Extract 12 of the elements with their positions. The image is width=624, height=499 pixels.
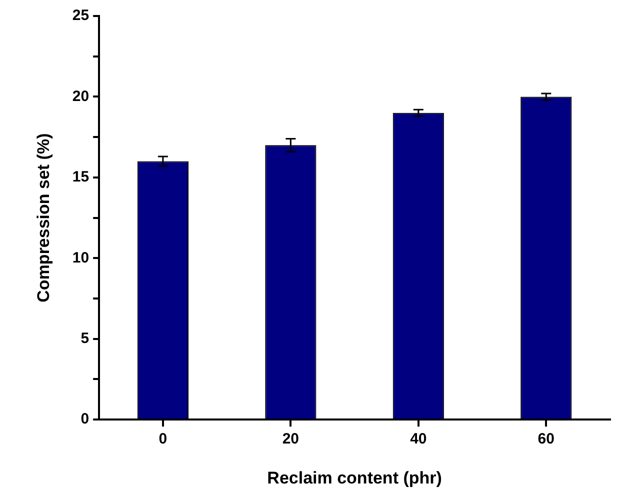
x-tick-label: 60 — [538, 430, 554, 448]
x-tick-label: 20 — [282, 430, 300, 448]
x-tick-label: 0 — [158, 430, 168, 448]
y-tick-label: 20 — [72, 88, 90, 105]
x-axis-title: Reclaim content (phr) — [267, 468, 442, 488]
y-tick-label: 25 — [72, 7, 90, 24]
y-tick-label: 0 — [80, 410, 90, 428]
x-tick-label: 40 — [410, 430, 427, 448]
y-tick-label: 10 — [72, 249, 90, 266]
y-axis-title: Compression set (%) — [34, 133, 53, 302]
y-tick-label: 15 — [72, 168, 90, 186]
y-tick-label: 5 — [80, 330, 90, 348]
